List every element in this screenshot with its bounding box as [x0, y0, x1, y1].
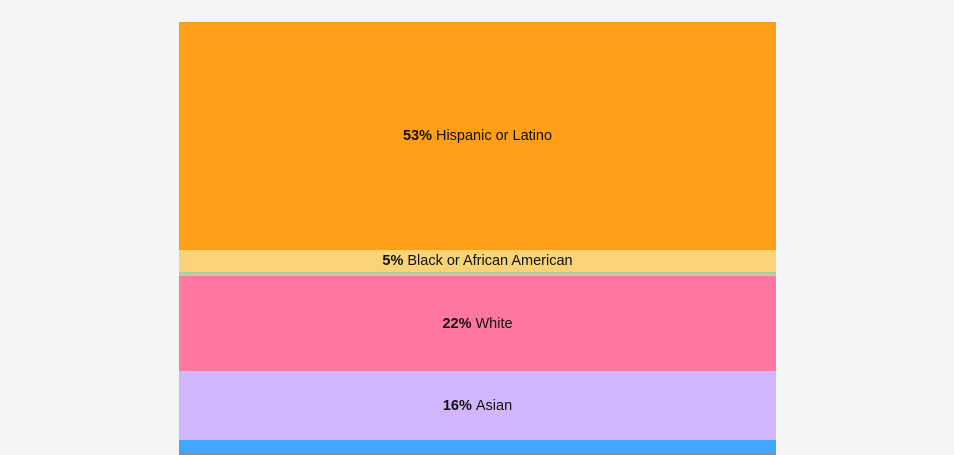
segment-percent: 53% [402, 128, 432, 144]
segment-category: White [475, 315, 513, 332]
bar-segment [179, 274, 776, 276]
stacked-bar-chart: 53% Hispanic or Latino 5% Black or African … [179, 22, 776, 455]
segment-category: Black or African American [407, 253, 573, 269]
bar-segment [179, 440, 776, 453]
segment-percent: 16% [442, 397, 472, 414]
segment-label: 16% Asian [443, 398, 512, 414]
bar-segment: 16% Asian [179, 371, 776, 440]
segment-category: Hispanic or Latino [435, 128, 553, 144]
segment-percent: 22% [442, 315, 472, 332]
bar-segment: 22% White [179, 276, 776, 371]
bar-segment: 53% Hispanic or Latino [179, 22, 776, 250]
segment-percent: 5% [382, 253, 404, 269]
segment-label: 22% White [442, 316, 512, 332]
segment-category: Asian [475, 397, 513, 414]
bar-segment: 5% Black or African American [179, 250, 776, 272]
bar-segment [179, 272, 776, 274]
bar-segment [179, 453, 776, 455]
segment-label: 53% Hispanic or Latino [403, 128, 552, 144]
segment-label: 5% Black or African American [382, 253, 572, 269]
